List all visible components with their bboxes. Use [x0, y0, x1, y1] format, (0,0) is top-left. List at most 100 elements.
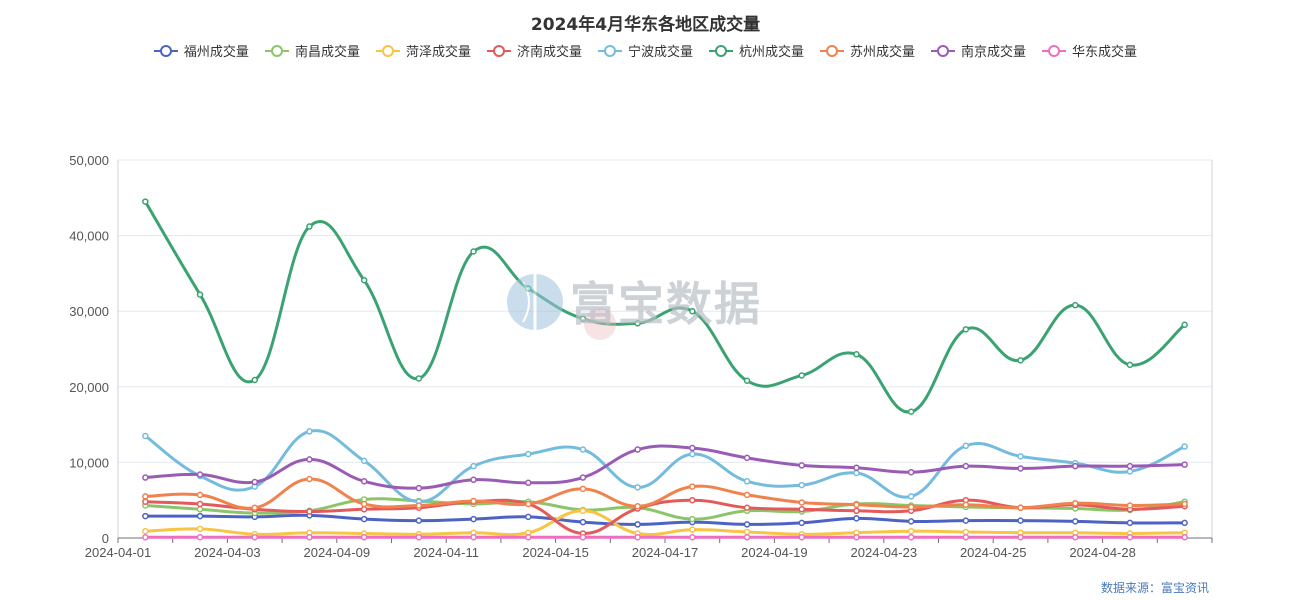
data-point — [196, 512, 204, 520]
data-point — [1181, 443, 1188, 450]
legend-line-dot-icon — [709, 44, 733, 58]
data-point — [798, 506, 805, 513]
legend-item[interactable]: 宁波成交量 — [597, 41, 693, 60]
data-point — [907, 533, 915, 541]
x-tick-label: 2024-04-19 — [741, 545, 808, 560]
data-point — [1017, 517, 1024, 524]
data-point — [1181, 519, 1188, 527]
data-point — [634, 502, 641, 510]
data-point — [360, 276, 368, 284]
y-tick-label: 50,000 — [69, 153, 109, 168]
data-point — [962, 533, 970, 541]
data-point — [1017, 357, 1024, 364]
data-point — [689, 444, 696, 452]
data-point — [1126, 468, 1134, 475]
legend-line-dot-icon — [597, 44, 622, 58]
data-point — [743, 528, 751, 536]
data-point — [907, 518, 915, 525]
series-苏州成交量 — [142, 475, 1188, 512]
data-point — [360, 500, 368, 508]
series-济南成交量 — [142, 496, 1188, 537]
data-point — [1017, 533, 1024, 541]
data-point — [360, 533, 368, 541]
data-point — [743, 454, 751, 462]
y-tick-label: 0 — [102, 531, 109, 546]
data-point — [470, 462, 477, 470]
data-point — [962, 517, 970, 524]
data-point — [142, 198, 149, 205]
series-lines — [142, 198, 1188, 541]
data-point — [251, 533, 258, 541]
legend-label: 华东成交量 — [1072, 45, 1138, 60]
data-point — [962, 442, 970, 450]
legend-item[interactable]: 菏泽成交量 — [375, 41, 471, 60]
data-point — [360, 457, 368, 465]
data-point — [743, 377, 751, 385]
legend-item[interactable]: 福州成交量 — [153, 41, 249, 60]
data-point — [196, 525, 204, 533]
data-point — [470, 476, 477, 484]
legend-label: 宁波成交量 — [627, 45, 693, 60]
data-point — [306, 533, 313, 541]
data-point — [525, 479, 532, 487]
series-华东成交量 — [142, 533, 1188, 541]
legend-item[interactable]: 杭州成交量 — [709, 41, 804, 60]
legend-label: 南昌成交量 — [294, 45, 360, 60]
watermark-logo — [507, 274, 616, 340]
data-point — [1181, 321, 1188, 329]
data-point — [743, 491, 751, 499]
chart-title: 2024年4月华东各地区成交量 — [530, 15, 761, 35]
data-point — [907, 503, 915, 511]
data-point — [196, 291, 204, 298]
data-point — [907, 527, 915, 535]
data-point — [579, 446, 587, 453]
data-point — [579, 507, 587, 515]
y-tick-label: 40,000 — [69, 229, 109, 244]
legend-label: 福州成交量 — [183, 45, 249, 60]
data-point — [1072, 518, 1079, 525]
data-point — [1126, 361, 1134, 369]
data-point — [1072, 499, 1079, 507]
data-point — [470, 515, 477, 523]
data-point — [743, 521, 751, 528]
data-point — [743, 478, 751, 485]
data-point — [470, 248, 477, 255]
data-point — [415, 375, 423, 382]
data-point — [689, 526, 696, 533]
data-point — [196, 506, 204, 513]
y-tick-label: 20,000 — [69, 380, 109, 395]
data-point — [907, 493, 915, 500]
data-point — [798, 519, 805, 527]
legend-line-dot-icon — [486, 44, 511, 58]
data-point — [853, 533, 860, 541]
data-point — [634, 446, 641, 453]
data-point — [634, 320, 641, 327]
data-point — [142, 512, 149, 520]
data-point — [853, 507, 860, 515]
series-line — [145, 477, 1185, 510]
legend-label: 苏州成交量 — [850, 45, 916, 60]
x-tick-label: 2024-04-23 — [851, 545, 918, 560]
data-point — [306, 428, 313, 435]
legend-item[interactable]: 苏州成交量 — [820, 41, 915, 60]
x-tick-label: 2024-04-03 — [194, 545, 261, 560]
legend-item[interactable]: 南昌成交量 — [264, 41, 360, 60]
data-point — [798, 499, 805, 506]
data-point — [196, 471, 204, 478]
data-point — [853, 464, 860, 471]
data-point — [306, 456, 313, 463]
legend-item[interactable]: 南京成交量 — [931, 41, 1026, 60]
data-point — [853, 515, 860, 522]
data-point — [743, 533, 751, 541]
data-point — [1072, 533, 1079, 541]
data-point — [415, 502, 423, 509]
data-point — [251, 504, 258, 512]
data-point — [1126, 519, 1134, 527]
legend-item[interactable]: 华东成交量 — [1042, 41, 1137, 60]
data-point — [634, 484, 641, 491]
series-福州成交量 — [142, 512, 1188, 528]
data-point — [962, 528, 970, 536]
data-point — [525, 513, 532, 521]
legend-item[interactable]: 济南成交量 — [486, 41, 582, 60]
